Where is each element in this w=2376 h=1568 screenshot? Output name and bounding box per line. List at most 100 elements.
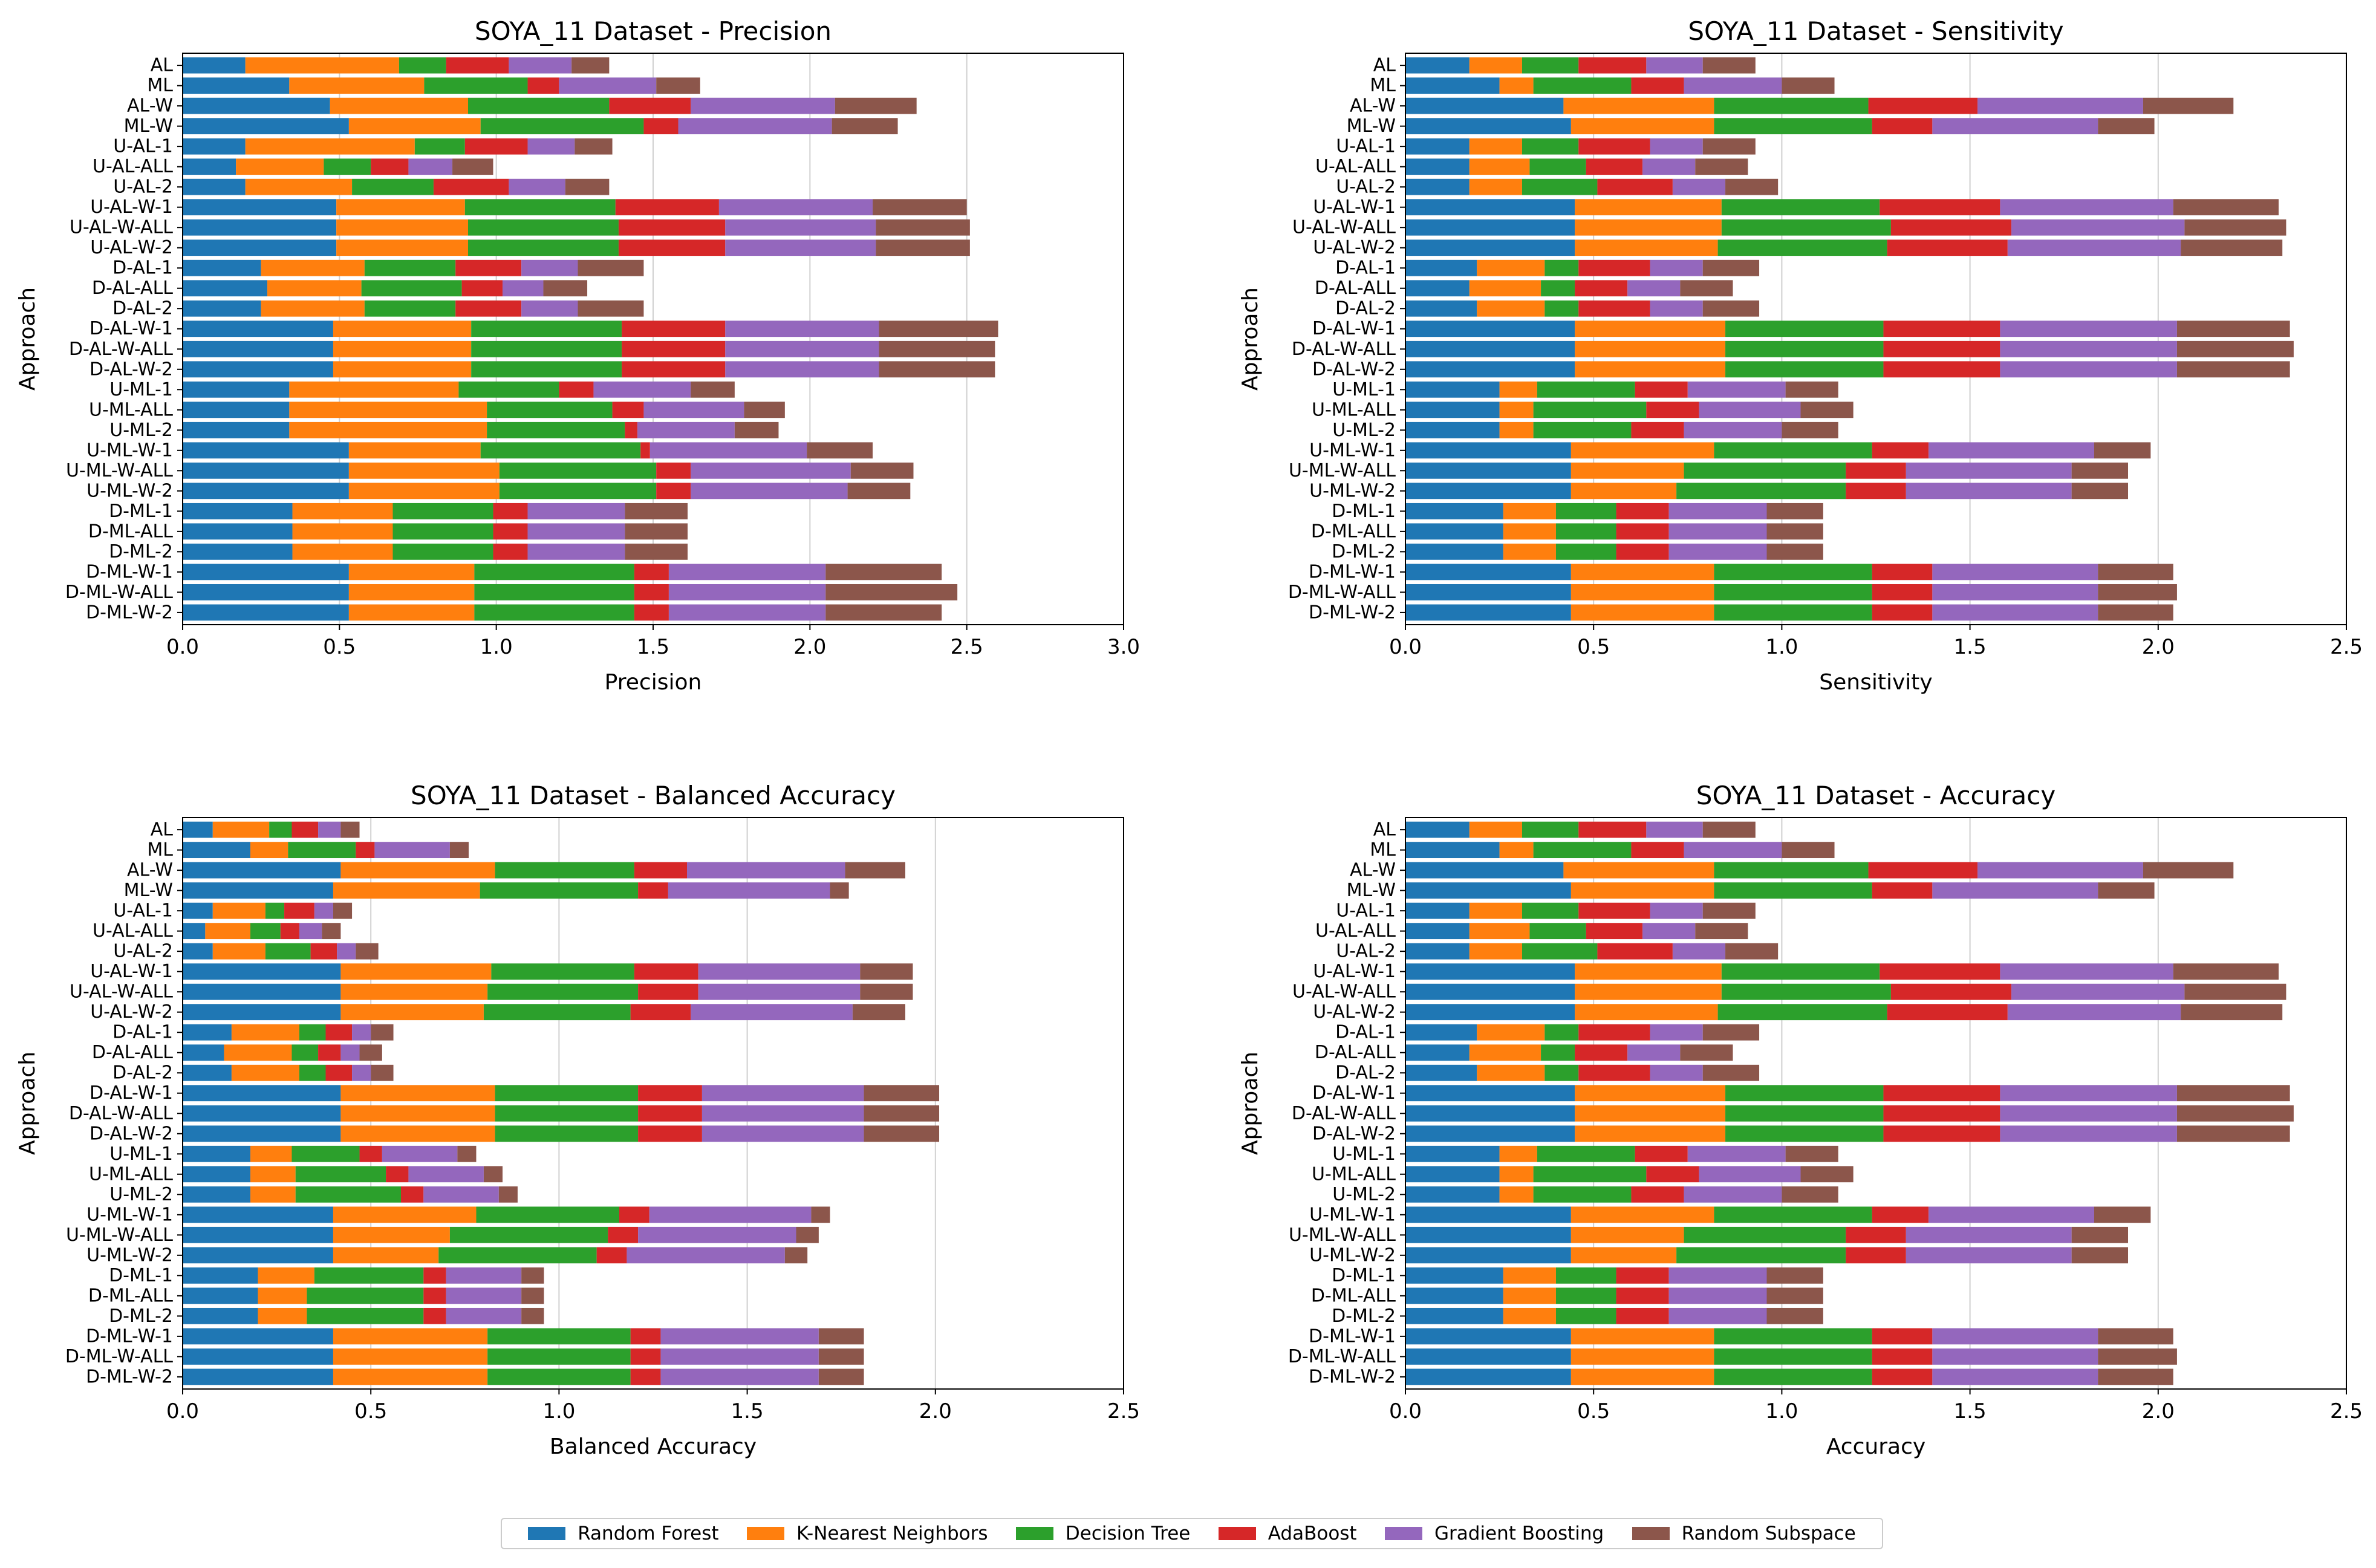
panel-1-bar-al-gradient-boosting bbox=[509, 57, 572, 74]
panel-1-bar-d-ml-2-adaboost bbox=[493, 543, 528, 560]
panel-1-bar-d-ml-w-all-decision-tree bbox=[474, 584, 634, 600]
panel-4-bar-d-ml-1-adaboost bbox=[1616, 1267, 1669, 1284]
panel-2-ytick-label-d-ml-1: D-ML-1 bbox=[1332, 501, 1396, 522]
panel-4-bar-u-ml-w-all-random-subspace bbox=[2071, 1226, 2129, 1243]
panel-2-bar-u-al-w-all-adaboost bbox=[1890, 219, 2012, 236]
panel-1-bar-u-ml-w-all-adaboost bbox=[656, 462, 691, 479]
panel-1-ytick-label-al-w: AL-W bbox=[127, 96, 173, 117]
panel-4-bar-d-al-w-1-random-forest bbox=[1405, 1085, 1575, 1102]
panel-3-bar-al-w-k-nearest-neighbors bbox=[340, 862, 495, 879]
panel-2-bar-d-ml-w-2-adaboost bbox=[1872, 604, 1933, 621]
panel-1-bar-u-al-w-1-adaboost bbox=[615, 199, 719, 216]
panel-2-bar-u-ml-w-1-gradient-boosting bbox=[1928, 442, 2094, 459]
panel-2-bar-u-ml-all-random-subspace bbox=[1800, 402, 1854, 418]
panel-4-xtick-label-2: 1.0 bbox=[1765, 1399, 1798, 1423]
panel-4-bar-u-ml-1-gradient-boosting bbox=[1687, 1145, 1786, 1162]
panel-2-bar-u-ml-w-all-decision-tree bbox=[1684, 462, 1846, 479]
panel-2-bar-d-al-w-1-random-forest bbox=[1405, 320, 1575, 337]
panel-4-bar-d-al-1-random-forest bbox=[1405, 1024, 1477, 1041]
panel-4-ytick-label-d-ml-w-all: D-ML-W-ALL bbox=[1288, 1346, 1396, 1367]
panel-2-bar-u-ml-1-decision-tree bbox=[1537, 381, 1635, 398]
panel-2-bar-d-al-1-gradient-boosting bbox=[1650, 259, 1703, 276]
panel-4-bar-u-ml-w-2-random-forest bbox=[1405, 1247, 1571, 1264]
panel-3-bar-ml-w-gradient-boosting bbox=[668, 882, 830, 899]
panel-2-bar-u-al-w-1-gradient-boosting bbox=[2000, 199, 2173, 216]
panel-2-bar-ml-decision-tree bbox=[1533, 77, 1632, 94]
panel-1-bar-d-al-w-all-adaboost bbox=[622, 340, 726, 357]
panel-4-bar-d-al-2-random-forest bbox=[1405, 1064, 1477, 1081]
panel-3-bar-u-ml-w-2-adaboost bbox=[596, 1247, 627, 1264]
panel-3-bar-u-al-w-1-adaboost bbox=[634, 963, 698, 980]
panel-4-bar-u-al-all-decision-tree bbox=[1529, 923, 1586, 940]
panel-3-bar-u-al-all-gradient-boosting bbox=[299, 923, 322, 940]
panel-1-bar-d-al-w-all-random-subspace bbox=[879, 340, 995, 357]
panel-4-bar-d-al-w-2-random-subspace bbox=[2176, 1125, 2290, 1142]
panel-4-bar-u-ml-all-decision-tree bbox=[1533, 1166, 1647, 1183]
panel-4-bar-u-al-2-gradient-boosting bbox=[1672, 943, 1726, 960]
panel-4-bar-ml-w-k-nearest-neighbors bbox=[1570, 882, 1714, 899]
panel-1-bar-u-al-w-2-decision-tree bbox=[467, 239, 619, 256]
panel-1-bar-d-ml-w-2-k-nearest-neighbors bbox=[348, 604, 475, 621]
panel-1-bar-ml-random-forest bbox=[183, 77, 290, 94]
panel-1-bar-d-ml-all-adaboost bbox=[493, 523, 528, 540]
panel-4-bar-u-ml-w-2-random-subspace bbox=[2071, 1247, 2129, 1264]
panel-3-bar-d-ml-all-adaboost bbox=[423, 1287, 446, 1304]
panel-1-bar-u-ml-w-1-gradient-boosting bbox=[649, 442, 807, 459]
panel-3-bar-u-al-w-1-random-forest bbox=[183, 963, 341, 980]
panel-3-ytick-label-d-al-w-all: D-AL-W-ALL bbox=[69, 1103, 173, 1124]
panel-1-bar-d-ml-2-random-subspace bbox=[625, 543, 688, 560]
panel-2-bar-al-w-k-nearest-neighbors bbox=[1563, 97, 1714, 114]
panel-1-ytick-label-u-al-w-2: U-AL-W-2 bbox=[90, 237, 173, 258]
panel-2-bar-u-ml-w-1-decision-tree bbox=[1714, 442, 1872, 459]
panel-2-bar-d-al-w-2-random-subspace bbox=[2176, 361, 2290, 378]
panel-3-bar-u-ml-w-2-random-subspace bbox=[784, 1247, 808, 1264]
panel-4-bar-d-al-1-random-subspace bbox=[1702, 1024, 1760, 1041]
panel-2-bar-u-ml-w-2-k-nearest-neighbors bbox=[1570, 483, 1677, 499]
panel-3-bar-u-ml-w-2-decision-tree bbox=[438, 1247, 597, 1264]
panel-3-bar-d-al-w-1-random-subspace bbox=[864, 1085, 940, 1102]
panel-2-bar-d-ml-all-adaboost bbox=[1616, 523, 1669, 540]
panel-2-bar-ml-w-random-subspace bbox=[2098, 118, 2155, 135]
panel-4-bar-d-al-1-adaboost bbox=[1578, 1024, 1650, 1041]
panel-1-bar-u-al-w-all-k-nearest-neighbors bbox=[336, 219, 468, 236]
panel-2-bar-ml-gradient-boosting bbox=[1684, 77, 1782, 94]
panel-3-bar-u-ml-w-all-decision-tree bbox=[449, 1226, 608, 1243]
panel-2-bar-d-al-all-random-forest bbox=[1405, 280, 1470, 297]
panel-3-bar-u-ml-w-2-random-forest bbox=[183, 1247, 333, 1264]
panel-3-ytick-label-al: AL bbox=[151, 819, 174, 841]
panel-1-bar-al-adaboost bbox=[446, 57, 509, 74]
panel-4-ytick-label-d-al-w-1: D-AL-W-1 bbox=[1312, 1082, 1396, 1104]
panel-1-bar-d-al-1-random-forest bbox=[183, 259, 261, 276]
panel-3-bar-al-gradient-boosting bbox=[318, 821, 341, 838]
panel-3-ytick-label-u-al-w-1: U-AL-W-1 bbox=[90, 961, 173, 982]
panel-4-bar-d-ml-2-decision-tree bbox=[1555, 1307, 1616, 1324]
panel-3-bar-d-ml-w-all-gradient-boosting bbox=[660, 1348, 819, 1365]
panel-1-bar-u-al-1-gradient-boosting bbox=[527, 138, 575, 155]
panel-3-bar-al-w-decision-tree bbox=[495, 862, 634, 879]
panel-4-bar-u-al-all-k-nearest-neighbors bbox=[1469, 923, 1530, 940]
panel-4-bar-u-ml-2-k-nearest-neighbors bbox=[1499, 1186, 1534, 1203]
panel-4-bar-u-al-2-decision-tree bbox=[1522, 943, 1598, 960]
panel-2-ytick-label-u-ml-2: U-ML-2 bbox=[1332, 420, 1396, 441]
panel-3-ytick-label-d-al-all: D-AL-ALL bbox=[92, 1042, 173, 1063]
panel-2-bar-al-random-subspace bbox=[1702, 57, 1756, 74]
panel-3-bar-u-ml-all-decision-tree bbox=[295, 1166, 386, 1183]
panel-2-bar-d-ml-w-all-random-forest bbox=[1405, 584, 1571, 600]
panel-1-bar-al-w-random-subspace bbox=[835, 97, 917, 114]
panel-3-bar-al-decision-tree bbox=[269, 821, 292, 838]
panel-2-bar-u-al-2-decision-tree bbox=[1522, 178, 1598, 195]
panel-4-bar-u-al-w-1-adaboost bbox=[1880, 963, 2000, 980]
panel-3-xtick-label-1: 0.5 bbox=[354, 1399, 387, 1423]
panel-3-bar-d-ml-w-2-gradient-boosting bbox=[660, 1368, 819, 1385]
panel-1-bar-u-ml-w-all-random-forest bbox=[183, 462, 349, 479]
panel-2-bar-u-ml-w-all-gradient-boosting bbox=[1906, 462, 2072, 479]
panel-3-bar-ml-w-adaboost bbox=[638, 882, 668, 899]
panel-2-bar-al-random-forest bbox=[1405, 57, 1470, 74]
panel-3-bar-u-al-w-1-random-subspace bbox=[860, 963, 913, 980]
panel-2-bar-d-al-w-2-random-forest bbox=[1405, 361, 1575, 378]
panel-4-bar-al-w-random-forest bbox=[1405, 862, 1564, 879]
panel-3-bar-u-ml-all-gradient-boosting bbox=[408, 1166, 484, 1183]
panel-1-ytick-label-u-ml-1: U-ML-1 bbox=[109, 379, 173, 400]
panel-3-bar-u-ml-w-2-k-nearest-neighbors bbox=[333, 1247, 439, 1264]
panel-1-bar-ml-decision-tree bbox=[424, 77, 528, 94]
